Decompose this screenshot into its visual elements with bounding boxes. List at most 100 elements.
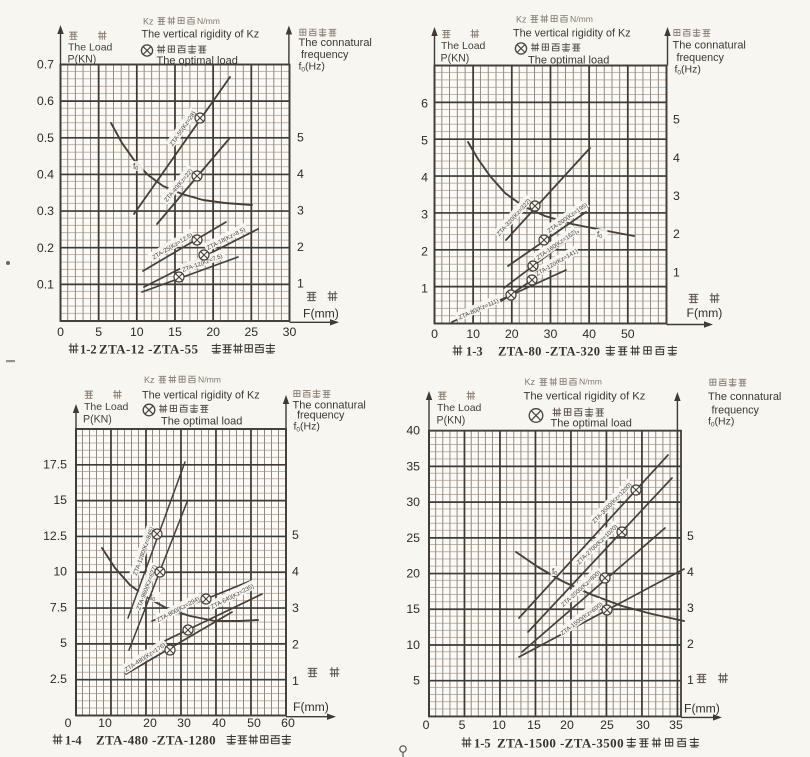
svg-text:f0: f0: [150, 593, 155, 603]
svg-text:35: 35: [406, 459, 420, 473]
svg-text:25: 25: [406, 531, 420, 545]
svg-text:10: 10: [492, 718, 506, 732]
svg-text:40: 40: [406, 424, 420, 438]
svg-text:2: 2: [421, 244, 428, 258]
svg-text:1-5: 1-5: [474, 737, 491, 751]
svg-text:frequency: frequency: [677, 52, 725, 64]
svg-text:0.2: 0.2: [37, 241, 54, 255]
svg-text:20: 20: [505, 327, 519, 341]
svg-text:2.5: 2.5: [50, 672, 67, 686]
svg-text:0: 0: [431, 327, 438, 341]
svg-text:50: 50: [621, 327, 635, 341]
svg-text:The vertical rigidity of Kz: The vertical rigidity of Kz: [142, 29, 260, 41]
svg-text:f0(Hz): f0(Hz): [294, 421, 320, 434]
svg-text:The Load: The Load: [84, 401, 129, 413]
svg-text:5: 5: [459, 718, 466, 732]
svg-text:30: 30: [177, 716, 191, 730]
svg-text:N/mm: N/mm: [197, 16, 220, 26]
svg-text:0.5: 0.5: [37, 131, 54, 145]
svg-text:5: 5: [687, 529, 694, 543]
svg-text:1: 1: [687, 673, 694, 687]
svg-text:ZTA-480 -ZTA-1280: ZTA-480 -ZTA-1280: [96, 733, 216, 748]
svg-text:7.5: 7.5: [50, 601, 67, 615]
svg-text:0.4: 0.4: [37, 168, 54, 182]
svg-text:4: 4: [687, 565, 694, 579]
svg-text:Kz: Kz: [144, 375, 155, 385]
svg-text:1: 1: [421, 281, 428, 295]
svg-text:ZTA-1500 -ZTA-3500: ZTA-1500 -ZTA-3500: [497, 736, 624, 751]
svg-text:4: 4: [292, 565, 299, 579]
svg-text:N/mm: N/mm: [198, 375, 221, 385]
svg-text:5: 5: [413, 674, 420, 688]
svg-text:5: 5: [292, 528, 299, 542]
svg-text:f0: f0: [133, 162, 138, 172]
svg-text:3: 3: [673, 189, 680, 203]
svg-text:10: 10: [53, 565, 67, 579]
svg-text:10: 10: [466, 327, 480, 341]
svg-text:5: 5: [95, 325, 102, 339]
svg-text:f0(Hz): f0(Hz): [299, 61, 325, 74]
svg-text:30: 30: [636, 718, 650, 732]
svg-text:The Load: The Load: [437, 402, 482, 414]
svg-text:F(mm): F(mm): [303, 307, 339, 321]
svg-text:2: 2: [292, 638, 299, 652]
svg-text:2: 2: [687, 637, 694, 651]
svg-text:The connatural: The connatural: [293, 400, 366, 412]
svg-text:1-2: 1-2: [80, 343, 97, 357]
svg-text:3: 3: [687, 601, 694, 615]
svg-text:F(mm): F(mm): [684, 702, 720, 716]
svg-text:10: 10: [130, 325, 144, 339]
svg-text:f0: f0: [552, 567, 557, 577]
svg-text:N/mm: N/mm: [570, 14, 593, 24]
svg-text:4: 4: [421, 170, 428, 184]
svg-text:4: 4: [297, 167, 304, 181]
svg-text:15: 15: [168, 325, 182, 339]
svg-text:20: 20: [206, 325, 220, 339]
svg-text:The vertical rigidity of Kz: The vertical rigidity of Kz: [513, 28, 631, 40]
svg-text:The vertical rigidity of Kz: The vertical rigidity of Kz: [524, 391, 646, 403]
svg-text:The Load: The Load: [441, 40, 486, 52]
svg-text:ZTA-12 -ZTA-55: ZTA-12 -ZTA-55: [99, 342, 198, 357]
svg-text:frequency: frequency: [297, 410, 345, 422]
svg-text:0.3: 0.3: [37, 204, 54, 218]
svg-text:40: 40: [212, 716, 226, 730]
svg-text:The optimal load: The optimal load: [528, 55, 609, 67]
svg-text:20: 20: [406, 567, 420, 581]
svg-text:2: 2: [673, 227, 680, 241]
svg-text:1-4: 1-4: [65, 734, 82, 748]
svg-text:frequency: frequency: [301, 49, 349, 61]
svg-text:50: 50: [247, 716, 261, 730]
svg-text:30: 30: [283, 325, 297, 339]
svg-text:The connatural: The connatural: [708, 391, 781, 403]
svg-text:12.5: 12.5: [43, 529, 67, 543]
svg-text:The optimal load: The optimal load: [551, 418, 632, 430]
svg-text:P(KN): P(KN): [441, 53, 470, 65]
svg-text:1: 1: [673, 265, 680, 279]
svg-text:4: 4: [673, 151, 680, 165]
svg-text:1: 1: [292, 674, 299, 688]
svg-text:frequency: frequency: [712, 405, 760, 417]
svg-text:P(KN): P(KN): [68, 54, 97, 66]
svg-text:f0: f0: [597, 230, 602, 240]
svg-text:N/mm: N/mm: [579, 377, 602, 387]
svg-text:6: 6: [421, 96, 428, 110]
svg-text:0: 0: [423, 718, 430, 732]
svg-text:1: 1: [297, 277, 304, 291]
svg-text:35: 35: [669, 718, 683, 732]
svg-text:20: 20: [560, 718, 574, 732]
svg-text:The connatural: The connatural: [673, 40, 746, 52]
svg-text:The optimal load: The optimal load: [157, 55, 238, 67]
svg-text:25: 25: [600, 718, 614, 732]
svg-text:30: 30: [406, 495, 420, 509]
svg-text:5: 5: [297, 130, 304, 144]
svg-text:20: 20: [143, 716, 157, 730]
svg-text:15: 15: [406, 602, 420, 616]
svg-text:0: 0: [57, 325, 64, 339]
svg-text:The connatural: The connatural: [299, 37, 372, 49]
svg-text:15: 15: [527, 718, 541, 732]
svg-text:3: 3: [292, 601, 299, 615]
svg-text:F(mm): F(mm): [293, 700, 329, 714]
svg-text:P(KN): P(KN): [83, 414, 112, 426]
svg-text:40: 40: [582, 327, 596, 341]
svg-text:0.1: 0.1: [37, 278, 54, 292]
